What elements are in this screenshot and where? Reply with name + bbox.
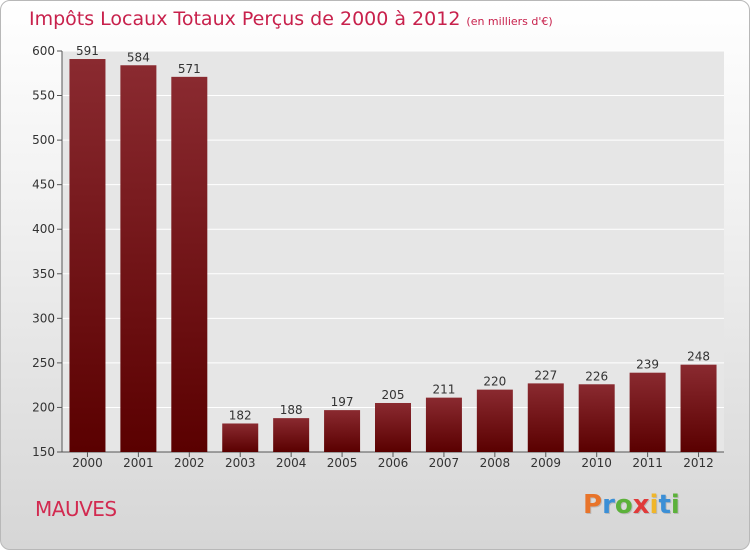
bar-2001: [120, 65, 157, 452]
data-label: 188: [280, 403, 303, 417]
x-tick-label: 2012: [683, 456, 714, 470]
x-tick-label: 2006: [378, 456, 409, 470]
data-label: 239: [636, 358, 659, 372]
logo-letter: P: [583, 490, 603, 520]
title-text: Impôts Locaux Totaux Perçus de 2000 à 20…: [29, 8, 461, 30]
logo-letter: r: [602, 490, 615, 520]
x-tick-label: 2001: [123, 456, 154, 470]
x-tick-label: 2008: [480, 456, 511, 470]
y-tick-label: 350: [32, 267, 55, 281]
bar-2000: [69, 59, 106, 453]
data-label: 211: [432, 383, 455, 397]
x-tick-label: 2005: [327, 456, 358, 470]
x-tick-label: 2002: [174, 456, 205, 470]
y-tick-label: 500: [32, 133, 55, 147]
y-tick-label: 400: [32, 222, 55, 236]
y-tick-label: 550: [32, 89, 55, 103]
data-label: 220: [483, 375, 506, 389]
city-name: MAUVES: [35, 497, 117, 521]
x-tick-label: 2000: [72, 456, 103, 470]
bar-2010: [578, 384, 615, 452]
x-tick-label: 2010: [581, 456, 612, 470]
y-tick-label: 200: [32, 400, 55, 414]
logo-letter: x: [632, 490, 650, 520]
data-label: 226: [585, 369, 608, 383]
bar-2007: [425, 397, 462, 452]
data-label: 591: [76, 44, 99, 58]
data-label: 571: [178, 62, 201, 76]
data-label: 584: [127, 50, 150, 64]
bar-2008: [476, 389, 513, 452]
bar-2009: [527, 383, 564, 452]
y-tick-label: 150: [32, 445, 55, 459]
title-unit: (en milliers d'€): [466, 15, 553, 28]
y-tick-label: 250: [32, 356, 55, 370]
proxiti-logo: Proxiti: [583, 490, 680, 520]
logo-letter: t: [658, 490, 671, 520]
x-tick-label: 2009: [530, 456, 561, 470]
y-tick-label: 600: [32, 44, 55, 58]
data-label: 227: [534, 368, 557, 382]
data-label: 205: [382, 388, 405, 402]
bar-2005: [324, 410, 361, 452]
bar-2011: [629, 372, 666, 452]
bar-2006: [375, 402, 411, 452]
bar-2012: [680, 364, 717, 452]
logo-letter: i: [670, 490, 680, 520]
bar-2002: [171, 76, 208, 452]
y-tick-label: 450: [32, 178, 55, 192]
data-label: 182: [229, 408, 252, 422]
x-tick-label: 2007: [429, 456, 460, 470]
data-label: 197: [331, 395, 354, 409]
data-label: 248: [687, 350, 710, 364]
x-tick-label: 2003: [225, 456, 256, 470]
bar-2004: [273, 418, 310, 452]
x-tick-label: 2011: [632, 456, 663, 470]
x-tick-label: 2004: [276, 456, 307, 470]
logo-letter: o: [614, 490, 633, 520]
chart-title: Impôts Locaux Totaux Perçus de 2000 à 20…: [29, 8, 553, 30]
bar-2003: [222, 423, 259, 452]
y-tick-label: 300: [32, 311, 55, 325]
logo-letter: i: [649, 490, 659, 520]
